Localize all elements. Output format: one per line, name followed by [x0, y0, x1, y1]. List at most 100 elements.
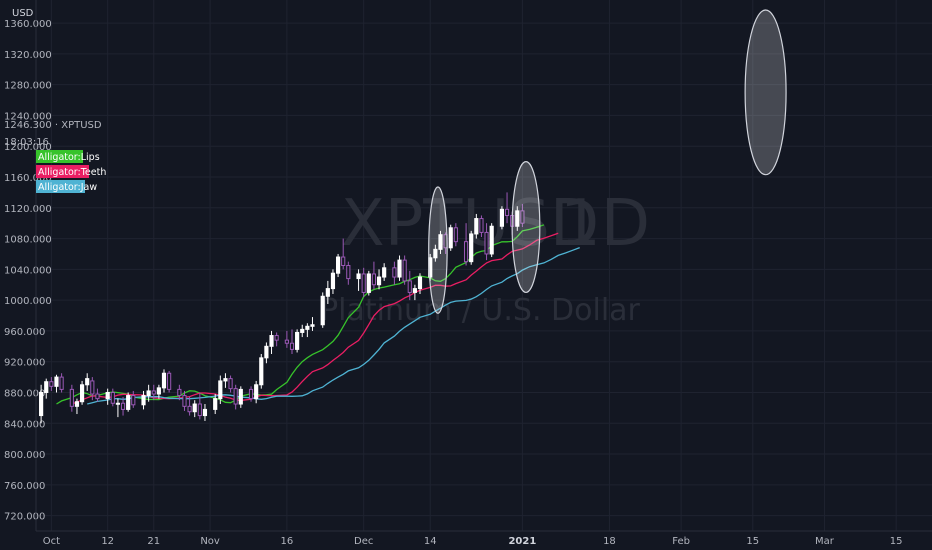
candle-up	[156, 384, 161, 399]
candle-up	[192, 400, 197, 418]
y-tick-label: 880.000	[4, 388, 45, 399]
candle-up	[310, 317, 315, 331]
candle-body	[187, 405, 192, 413]
y-tick-label: 1000.000	[4, 296, 52, 307]
y-tick-label: 760.000	[4, 481, 45, 492]
candle-down	[341, 238, 346, 270]
candle-body	[382, 267, 387, 278]
candle-body	[325, 288, 330, 297]
candle-up	[141, 390, 146, 410]
watermark-subtitle: Platinum / U.S. Dollar	[320, 293, 640, 328]
candle-body	[126, 395, 131, 410]
candle-body	[254, 384, 259, 400]
candle-body	[520, 210, 525, 224]
candle-up	[469, 230, 474, 265]
candle-down	[49, 377, 54, 391]
annotation-ellipses[interactable]	[428, 9, 787, 314]
x-tick-label: 18	[603, 536, 616, 547]
candle-up	[305, 323, 310, 338]
legend-jaw-bg	[36, 180, 85, 193]
candle-down	[120, 397, 126, 416]
candle-down	[284, 330, 289, 348]
candle-body	[515, 210, 520, 227]
candle-down	[197, 392, 202, 420]
candle-body	[448, 227, 453, 249]
candle-up	[438, 230, 443, 254]
y-tick-label: 1080.000	[4, 235, 52, 246]
candle-body	[479, 218, 484, 233]
candle-body	[356, 273, 361, 280]
candle-up	[433, 244, 438, 262]
symbol-watermark: XPTUSD 1D Platinum / U.S. Dollar	[320, 187, 650, 328]
candle-body	[223, 378, 228, 382]
candle-down	[177, 384, 182, 401]
indicator-legend: Alligator:Lips Alligator:Teeth Alligator…	[36, 150, 106, 193]
legend-teeth: Alligator:Teeth	[38, 167, 106, 178]
legend-teeth-bg	[36, 165, 89, 178]
candle-down	[453, 223, 458, 247]
y-tick-label: 720.000	[4, 512, 45, 523]
legend-lips-bg	[36, 150, 83, 163]
candle-body	[305, 325, 310, 330]
watermark-interval: 1D	[560, 187, 650, 261]
candle-up	[39, 384, 44, 424]
candle-up	[335, 253, 341, 278]
currency-label: USD	[12, 8, 34, 19]
candle-body	[504, 208, 510, 216]
candle-up	[238, 386, 243, 408]
candle-up	[259, 354, 264, 389]
x-tick-label: 14	[424, 536, 437, 547]
candle-down	[131, 390, 136, 408]
candle-body	[499, 208, 505, 227]
candle-body	[213, 398, 218, 410]
candle-up	[320, 292, 325, 328]
y-tick-label: 1040.000	[4, 265, 52, 276]
candle-up	[269, 330, 274, 354]
candle-up	[85, 373, 90, 391]
candle-body	[120, 402, 126, 410]
candle-up	[295, 329, 300, 353]
candle-up	[202, 404, 208, 421]
candle-down	[187, 396, 192, 416]
candle-body	[407, 280, 412, 293]
candle-body	[489, 225, 494, 255]
candle-down	[69, 384, 74, 412]
candle-down	[463, 223, 469, 266]
candle-down	[90, 377, 95, 401]
candle-up	[264, 342, 269, 364]
candle-body	[402, 259, 407, 282]
y-tick-label: 1240.000	[4, 111, 52, 122]
candle-body	[197, 403, 202, 417]
candle-body	[156, 387, 161, 395]
candle-body	[346, 265, 351, 280]
candle-down	[110, 388, 115, 407]
candle-down	[520, 203, 525, 228]
candle-body	[417, 276, 423, 290]
candle-body	[295, 331, 300, 350]
candle-up	[126, 392, 131, 412]
candle-down	[59, 373, 64, 393]
candle-body	[49, 381, 54, 387]
candle-body	[131, 395, 136, 406]
candle-body	[463, 241, 469, 263]
candle-up	[44, 378, 49, 399]
highlight-ellipse	[744, 9, 787, 176]
candle-up	[254, 380, 259, 404]
candle-down	[407, 270, 412, 301]
candle-body	[366, 273, 371, 293]
x-tick-label: Feb	[672, 536, 690, 547]
candle-down	[402, 255, 407, 285]
candle-body	[59, 376, 64, 390]
candle-body	[105, 391, 110, 400]
candle-body	[233, 388, 238, 405]
candle-body	[361, 273, 366, 293]
time-axis[interactable]: Oct 12 21 Nov 16 Dec 14 2021 18 Feb 15 Mar 15	[36, 530, 932, 547]
candle-body	[397, 259, 402, 278]
candle-down	[233, 384, 238, 410]
price-axis[interactable]: 720.000 760.000 800.000 840.000 880.000 920.0…	[4, 0, 52, 531]
candle-down	[95, 388, 100, 402]
countdown-text: 18:03:16	[4, 137, 49, 148]
candle-down	[182, 390, 187, 411]
y-tick-label: 1360.000	[4, 19, 52, 30]
